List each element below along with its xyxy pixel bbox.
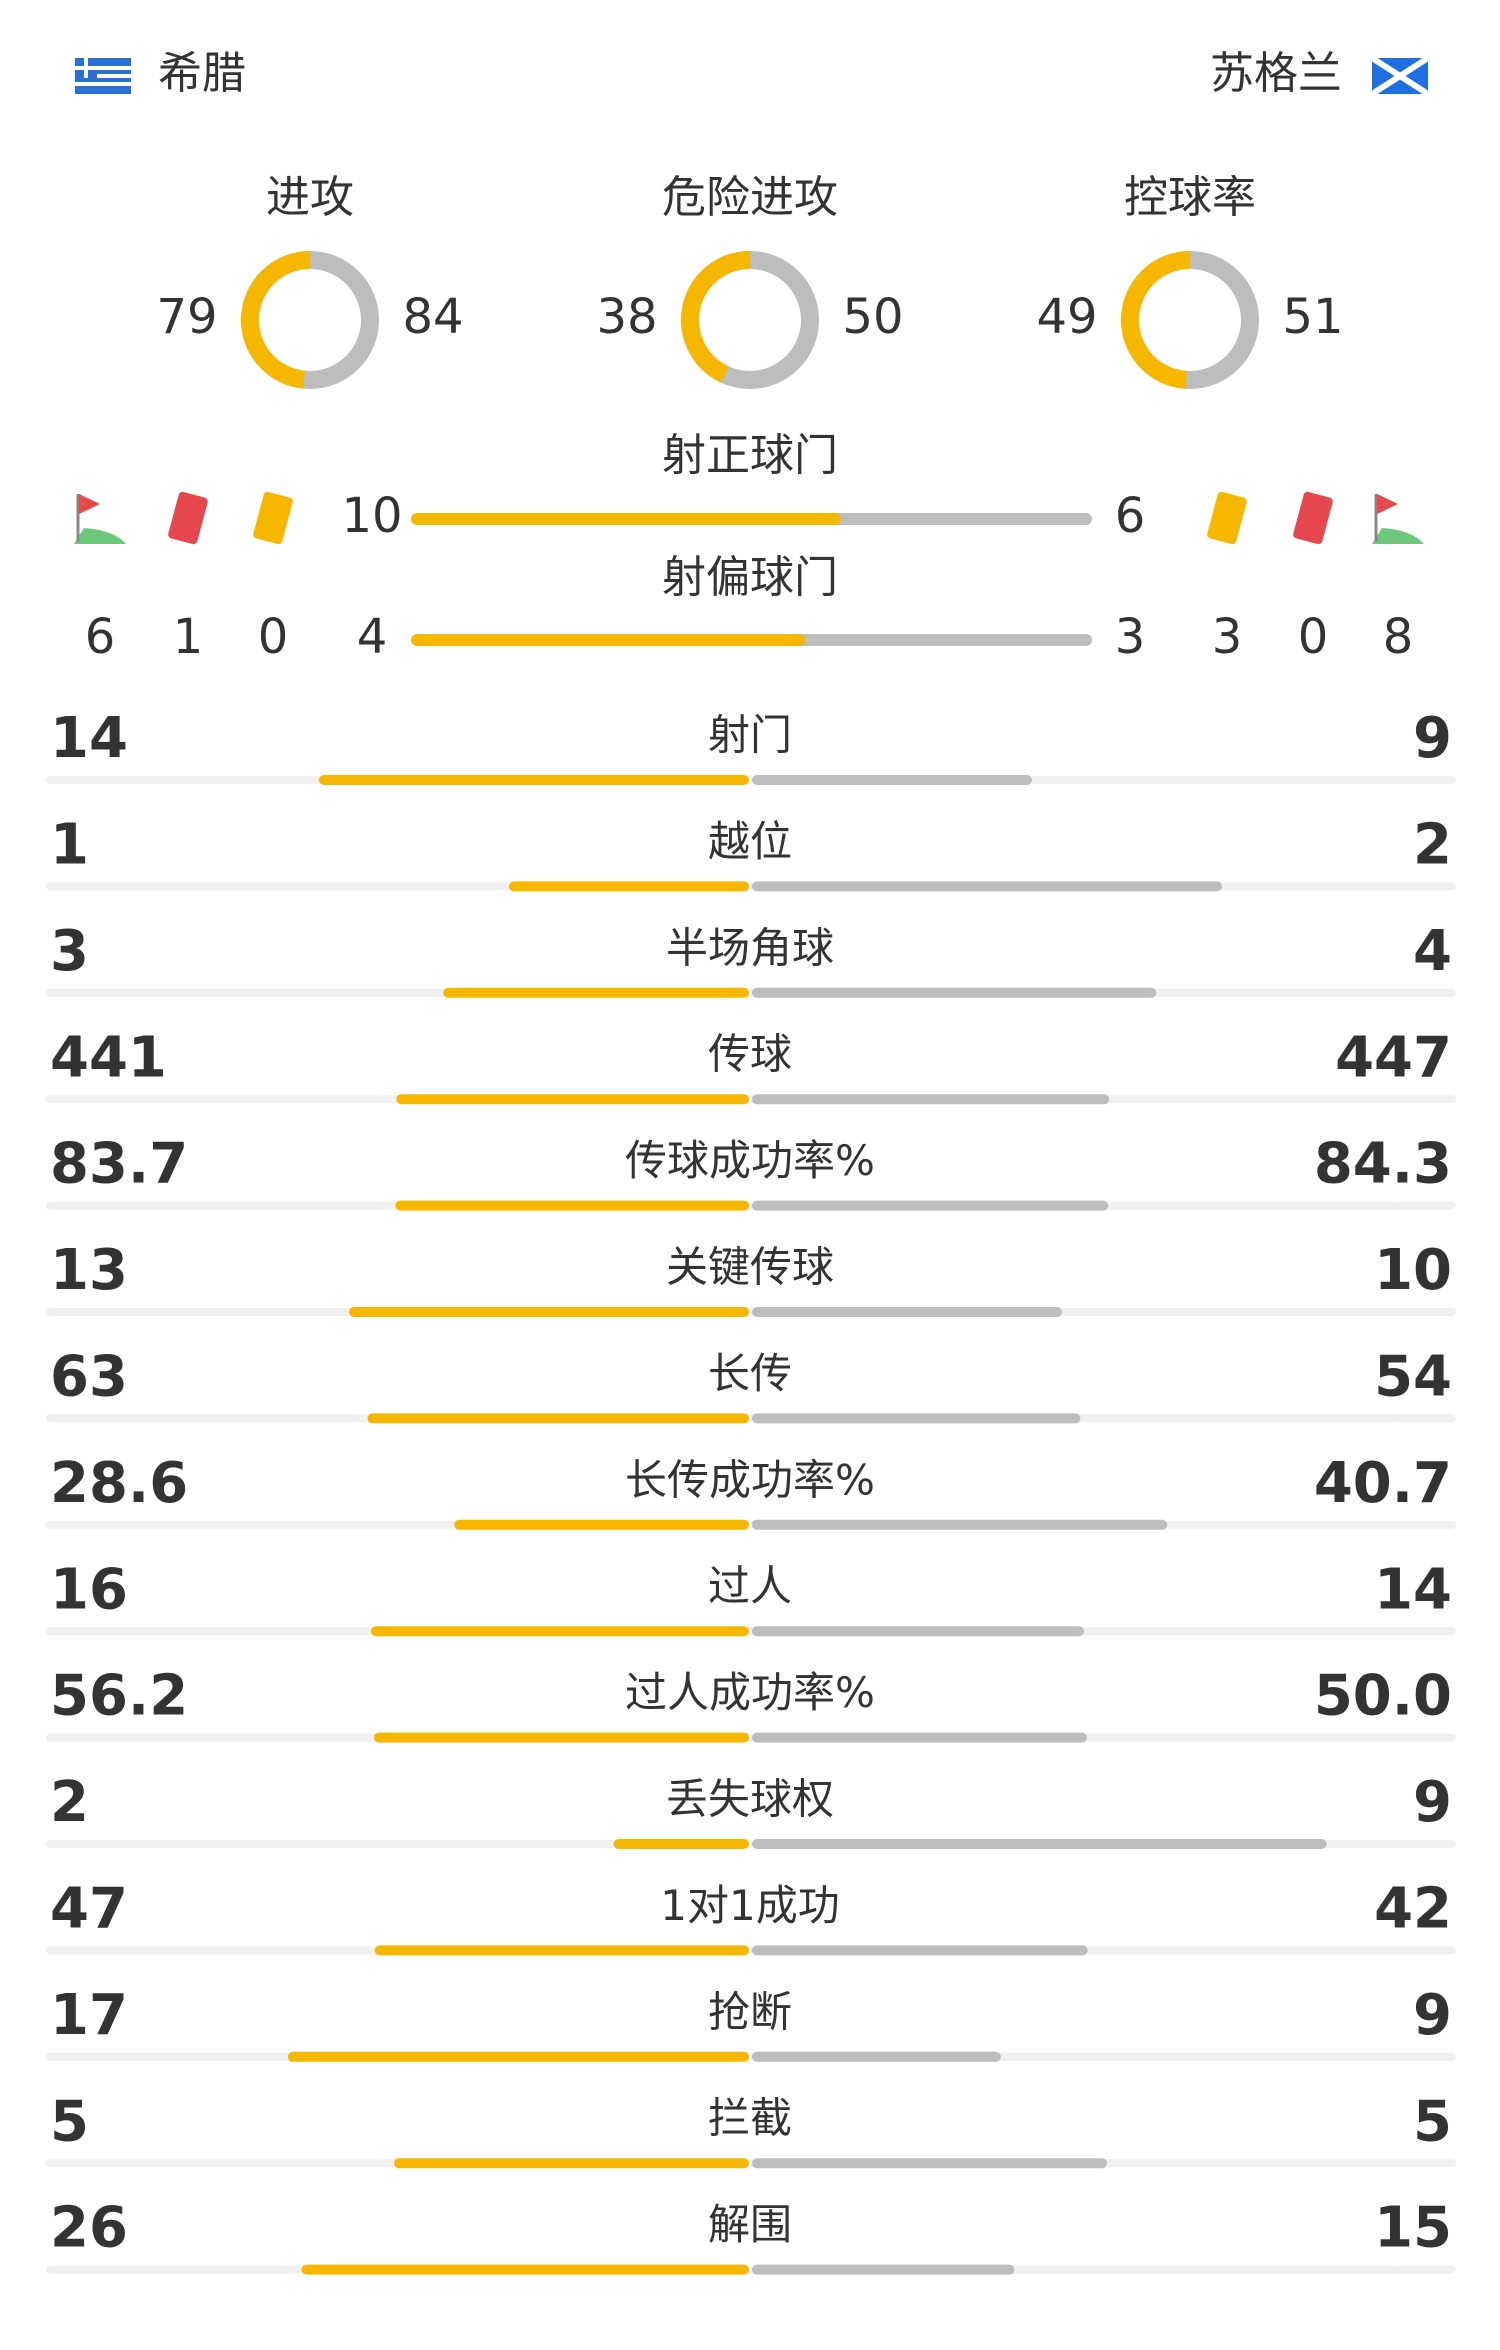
discipline-value: 8 [1383,609,1414,665]
ring-home [1121,251,1191,389]
corner-ground [1372,528,1424,544]
ring-title: 控球率 [1124,172,1256,223]
stat-label: 解围 [708,2200,792,2249]
home-value: 26 [50,2196,128,2261]
away-value: 6 [1115,488,1146,544]
away-value: 54 [1374,1345,1452,1410]
ring-title: 进攻 [266,172,354,223]
away-value: 5 [1413,2089,1452,2154]
corner-icon [1372,494,1424,544]
away-value: 84 [402,289,463,345]
scotland-flag [1370,55,1430,97]
away-value: 50 [842,289,903,345]
away-value: 3 [1115,609,1146,665]
stat-label: 抢断 [708,1987,792,2036]
away-value: 447 [1335,1025,1452,1090]
home-value: 441 [50,1025,167,1090]
stat-label: 关键传球 [666,1243,834,1292]
away-team: 苏格兰 [1210,48,1342,99]
away-value: 50.0 [1314,1664,1452,1729]
home-value: 38 [596,289,657,345]
stat-label: 1对1成功 [660,1881,839,1930]
home-value: 79 [156,289,217,345]
corner-icon [74,494,126,544]
away-value: 15 [1374,2196,1452,2261]
home-value: 16 [50,1557,128,1622]
ring-home [681,251,751,383]
stat-label: 长传成功率% [625,1455,875,1504]
red-card-icon [168,491,208,545]
discipline-value: 1 [173,609,204,665]
home-value: 56.2 [50,1664,188,1729]
discipline-value: 6 [85,609,116,665]
stat-label: 拦截 [708,2094,792,2143]
stat-label: 过人成功率% [625,1668,875,1717]
stat-label: 半场角球 [666,923,834,972]
ring-home [241,251,311,389]
away-value: 10 [1374,1238,1452,1303]
discipline-value: 0 [1298,609,1329,665]
ring-title: 危险进攻 [662,172,838,223]
home-value: 14 [50,706,128,771]
home-team: 希腊 [158,48,246,99]
home-value: 1 [50,813,89,878]
away-value: 40.7 [1314,1451,1452,1516]
corner-flag [1377,494,1398,514]
stat-label: 越位 [708,817,792,866]
away-value: 4 [1413,919,1452,984]
home-value: 3 [50,919,89,984]
shot-title: 射正球门 [662,430,838,481]
discipline-value: 0 [258,609,289,665]
home-value: 5 [50,2089,89,2154]
home-value: 28.6 [50,1451,188,1516]
stat-label: 丢失球权 [666,1775,834,1824]
stat-label: 长传 [708,1349,792,1398]
shot-title: 射偏球门 [662,552,838,603]
stat-label: 传球成功率% [625,1136,875,1185]
away-value: 9 [1413,1983,1452,2048]
away-value: 14 [1374,1557,1452,1622]
away-value: 42 [1374,1877,1452,1942]
yellow-card-icon [1207,491,1247,545]
stat-label: 射门 [708,711,792,760]
away-value: 2 [1413,813,1452,878]
greece-flag [75,58,131,94]
discipline-value: 3 [1212,609,1243,665]
home-value: 4 [357,609,388,665]
home-value: 10 [341,488,402,544]
home-value: 63 [50,1345,128,1410]
stat-label: 过人 [708,1562,792,1611]
yellow-card-icon [253,491,293,545]
home-value: 13 [50,1238,128,1303]
corner-flag [79,494,100,514]
away-value: 51 [1282,289,1343,345]
home-value: 2 [50,1770,89,1835]
away-value: 84.3 [1314,1132,1452,1197]
away-value: 9 [1413,706,1452,771]
home-value: 83.7 [50,1132,188,1197]
home-value: 49 [1036,289,1097,345]
red-card-icon [1293,491,1333,545]
stat-label: 传球 [708,1030,792,1079]
home-value: 17 [50,1983,128,2048]
away-value: 9 [1413,1770,1452,1835]
corner-ground [74,528,126,544]
home-value: 47 [50,1877,128,1942]
